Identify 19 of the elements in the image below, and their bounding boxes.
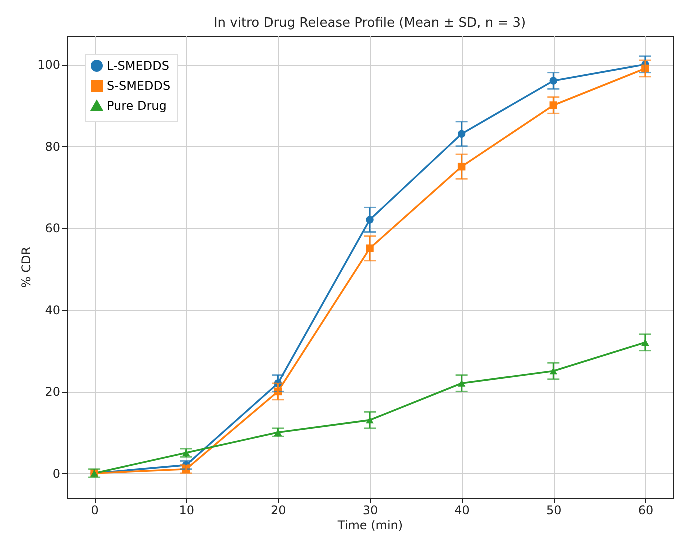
y-axis-title: % CDR bbox=[20, 246, 34, 288]
legend-label: S-SMEDDS bbox=[107, 79, 171, 93]
x-axis-title: Time (min) bbox=[336, 518, 404, 532]
legend-label: Pure Drug bbox=[107, 99, 167, 113]
x-tick-label: 10 bbox=[179, 504, 195, 518]
x-tick-label: 50 bbox=[546, 504, 562, 518]
x-tick-label: 60 bbox=[638, 504, 654, 518]
y-tick-label: 100 bbox=[38, 58, 60, 72]
chart-title: In vitro Drug Release Profile (Mean ± SD, n = 3) bbox=[214, 16, 526, 31]
x-tick-label: 20 bbox=[271, 504, 286, 518]
x-tick-label: 0 bbox=[91, 504, 99, 518]
y-tick-label: 80 bbox=[45, 140, 60, 154]
y-tick-label: 20 bbox=[45, 385, 60, 400]
x-tick-label: 40 bbox=[454, 504, 470, 518]
legend-label: L-SMEDDS bbox=[107, 59, 170, 73]
y-tick-label: 60 bbox=[45, 222, 60, 236]
y-tick-label: 40 bbox=[45, 303, 60, 318]
x-tick-label: 30 bbox=[362, 504, 378, 518]
y-tick-label: 0 bbox=[52, 466, 60, 481]
